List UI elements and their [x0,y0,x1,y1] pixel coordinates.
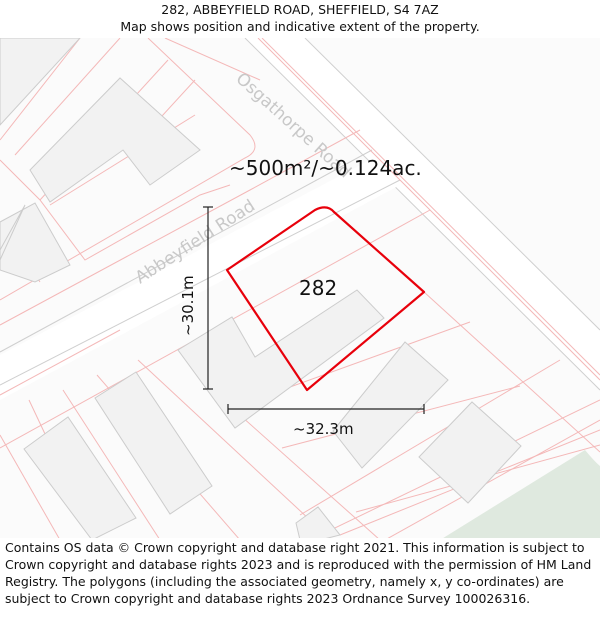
map-view[interactable]: Osgathorpe Road Abbeyfield Road ~500m²/~… [0,38,600,538]
parcel-boundaries [0,38,600,538]
width-measure-label: ~32.3m [293,420,354,438]
buildings [0,38,522,538]
property-outline[interactable] [225,206,426,392]
plot-number-label: 282 [299,276,338,300]
height-measure-label: ~30.1m [179,275,197,336]
height-measurement [203,206,213,390]
map-subtitle: Map shows position and indicative extent… [120,19,480,34]
attribution-text: Contains OS data © Crown copyright and d… [5,540,592,606]
green-space [443,450,600,538]
width-measurement [227,404,425,414]
header: 282, ABBEYFIELD ROAD, SHEFFIELD, S4 7AZ … [0,0,600,38]
property-address-title: 282, ABBEYFIELD ROAD, SHEFFIELD, S4 7AZ [161,2,439,17]
area-label: ~500m²/~0.124ac. [229,156,422,180]
